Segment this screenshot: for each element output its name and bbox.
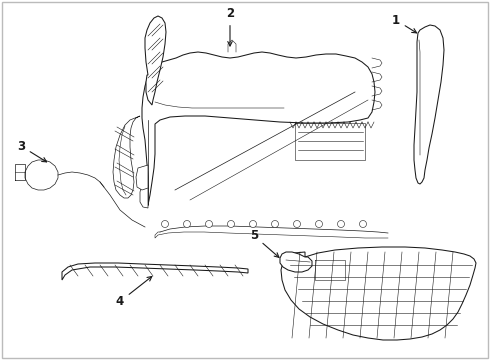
Circle shape xyxy=(205,220,213,228)
Polygon shape xyxy=(142,52,375,205)
Polygon shape xyxy=(414,25,444,184)
Polygon shape xyxy=(62,263,248,280)
Circle shape xyxy=(162,220,169,228)
Text: 2: 2 xyxy=(226,7,234,46)
Circle shape xyxy=(249,220,256,228)
Polygon shape xyxy=(25,160,58,190)
Text: 3: 3 xyxy=(17,139,47,162)
Circle shape xyxy=(338,220,344,228)
Polygon shape xyxy=(281,247,476,340)
Circle shape xyxy=(316,220,322,228)
Circle shape xyxy=(360,220,367,228)
Circle shape xyxy=(183,220,191,228)
Polygon shape xyxy=(140,185,148,208)
Circle shape xyxy=(271,220,278,228)
Polygon shape xyxy=(280,252,312,272)
Polygon shape xyxy=(145,16,166,105)
Ellipse shape xyxy=(392,269,427,291)
Ellipse shape xyxy=(380,300,410,320)
Text: 4: 4 xyxy=(116,276,152,308)
Circle shape xyxy=(227,220,235,228)
Polygon shape xyxy=(136,165,148,190)
Text: 5: 5 xyxy=(250,229,279,257)
Text: 1: 1 xyxy=(392,13,416,33)
Circle shape xyxy=(294,220,300,228)
Polygon shape xyxy=(113,116,140,198)
